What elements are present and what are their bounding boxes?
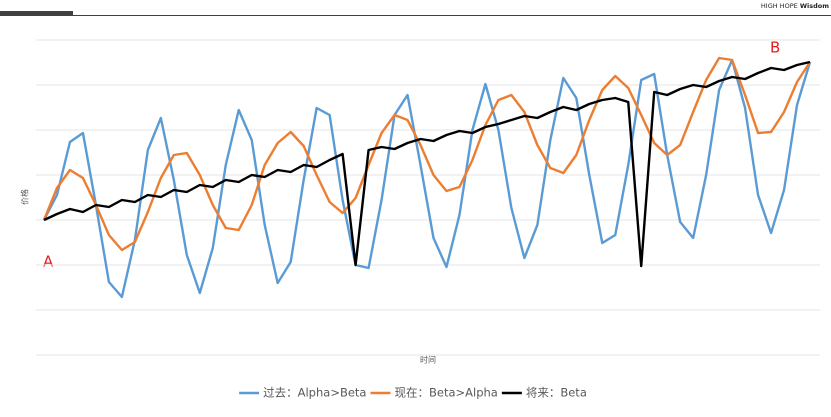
x-axis-label: 时间 [420, 355, 436, 365]
legend-label: 过去：Alpha>Beta [263, 386, 366, 400]
series-line [42, 58, 812, 299]
legend-label: 将来：Beta [526, 386, 587, 400]
legend: 过去：Alpha>Beta 现在：Beta>Alpha 将来：Beta [239, 386, 587, 400]
y-axis-label: 价格 [20, 189, 30, 205]
brand-bold: Wisdom [800, 2, 829, 10]
annotation: B [770, 39, 780, 57]
series-line [42, 56, 812, 252]
annotation: A [43, 253, 54, 271]
header-bar [0, 11, 73, 16]
legend-label: 现在：Beta>Alpha [394, 386, 497, 400]
series-line [43, 60, 811, 268]
brand-main: HIGH HOPE [761, 2, 798, 10]
brand: HIGH HOPE Wisdom [761, 2, 829, 10]
